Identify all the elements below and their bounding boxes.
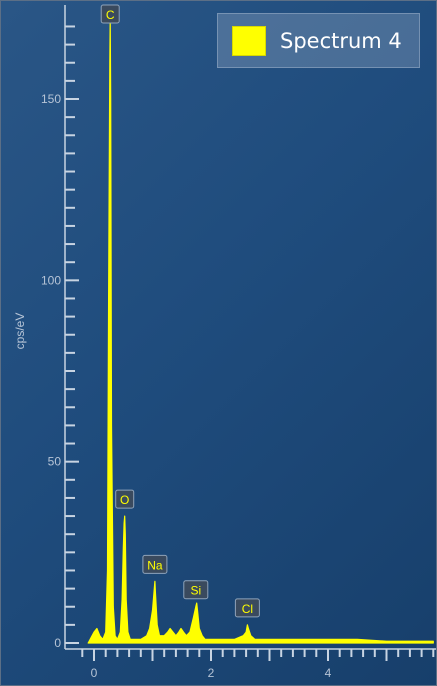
y-tick-label: 100 [41,273,61,287]
peak-label-text: O [120,493,129,507]
peak-label-cl: Cl [234,598,260,618]
peak-label-c: C [100,4,120,24]
peak-label-na: Na [142,554,168,574]
y-axis-label: cps/eV [13,312,27,350]
peak-label-o: O [115,489,135,509]
peak-label-text: Si [190,584,201,598]
x-tick-label: 0 [91,666,98,680]
peak-label-box [234,598,260,618]
peak-label-text: Na [147,558,163,572]
legend-label-spectrum-4: Spectrum 4 [280,28,402,53]
peak-label-box [183,580,209,600]
x-tick-label: 4 [325,666,332,680]
peak-label-box [100,4,120,24]
legend-swatch [232,25,266,56]
y-tick-label: 50 [48,455,62,469]
peak-label-box [115,489,135,509]
legend[interactable]: Spectrum 4 [217,13,420,68]
y-tick-label: 150 [41,92,61,106]
peak-label-box [142,554,168,574]
x-tick-label: 2 [208,666,215,680]
peak-label-si: Si [183,580,209,600]
spectrum-area [87,18,434,644]
peak-label-text: C [106,8,115,22]
peak-label-text: Cl [242,602,253,616]
y-tick-label: 0 [54,636,61,650]
